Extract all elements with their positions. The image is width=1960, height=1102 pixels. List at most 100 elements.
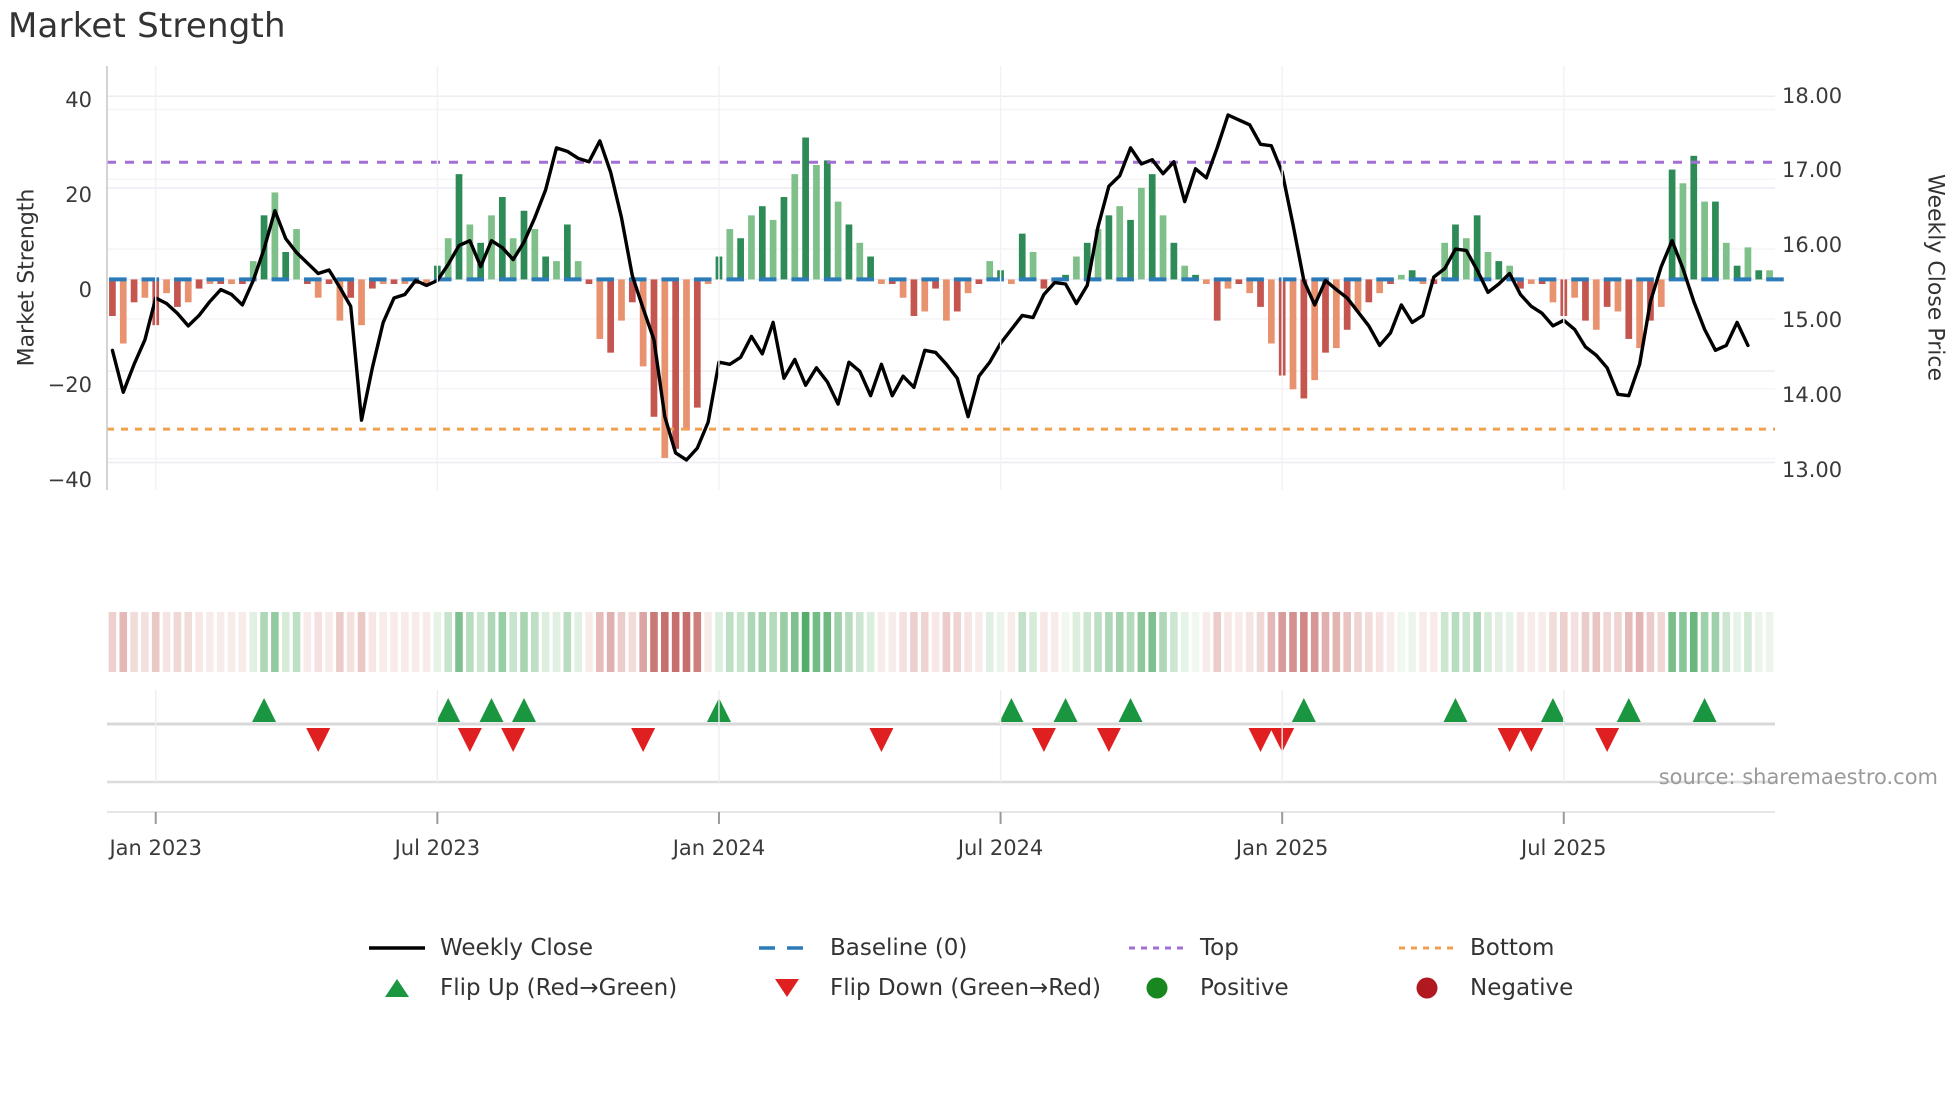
flip-down-marker[interactable] (1595, 728, 1620, 752)
flip-up-marker[interactable] (1118, 698, 1143, 722)
triangle-up-icon (360, 976, 434, 1000)
heatmap-cell (1581, 612, 1590, 672)
flip-down-marker[interactable] (1497, 728, 1522, 752)
strength-bar (130, 279, 138, 303)
heatmap-cell (1505, 612, 1514, 672)
heatmap-cell (411, 612, 420, 672)
flip-up-marker[interactable] (436, 698, 461, 722)
heatmap-cell (1549, 612, 1557, 672)
heatmap-cell (325, 612, 333, 672)
strength-bar (1636, 279, 1643, 349)
strength-bar (1473, 215, 1481, 280)
flip-up-marker[interactable] (512, 698, 536, 722)
flip-down-marker[interactable] (631, 728, 656, 752)
flip-up-marker[interactable] (252, 698, 277, 722)
legend-item-positive[interactable]: Positive (1120, 968, 1390, 1008)
heatmap-cell (1310, 612, 1319, 672)
legend-item-bottom[interactable]: Bottom (1390, 928, 1650, 968)
flip-down-marker[interactable] (306, 728, 331, 752)
legend-item-weekly-close[interactable]: Weekly Close (360, 928, 750, 968)
flip-down-marker[interactable] (1031, 728, 1056, 752)
strength-bar (1040, 279, 1048, 289)
heatmap-cell (1332, 612, 1341, 672)
y-tick-left-1: 20 (65, 183, 92, 207)
legend-item-negative[interactable]: Negative (1390, 968, 1650, 1008)
strength-bar (553, 261, 560, 280)
heatmap-cell (736, 612, 745, 672)
heatmap-cell (1256, 612, 1265, 672)
flip-up-marker[interactable] (1616, 698, 1641, 722)
heatmap-cell (1170, 612, 1178, 672)
strength-bar (1668, 169, 1676, 280)
legend-item-baseline[interactable]: Baseline (0) (750, 928, 1120, 968)
strength-bar (1181, 265, 1189, 280)
y-tick-right-1: 17.00 (1782, 158, 1843, 182)
heatmap-cell (1657, 612, 1666, 672)
strength-bar (1289, 279, 1297, 390)
strength-bar (1387, 279, 1394, 284)
strength-bar (1603, 279, 1611, 307)
strength-bar (1235, 279, 1243, 284)
strength-bar (1094, 229, 1102, 280)
strength-bar (314, 279, 322, 298)
flip-down-marker[interactable] (457, 728, 482, 752)
flip-up-marker[interactable] (1053, 698, 1078, 722)
flip-up-marker[interactable] (1443, 698, 1468, 722)
legend-item-top[interactable]: Top (1120, 928, 1390, 968)
strength-bar (867, 256, 874, 280)
heatmap-cell (1408, 612, 1416, 672)
heatmap-cell (1083, 612, 1092, 672)
heatmap-cell (1744, 612, 1752, 672)
strength-bar (618, 279, 625, 321)
heatmap-cell (1700, 612, 1709, 672)
flip-up-marker[interactable] (1540, 698, 1565, 722)
flip-up-marker[interactable] (1291, 698, 1316, 722)
strength-bar (1148, 174, 1156, 280)
strength-bar (109, 279, 116, 317)
flip-up-marker[interactable] (999, 698, 1024, 722)
heatmap-cell (996, 612, 1005, 672)
strength-bar (163, 279, 170, 294)
dotted-line-icon-top (1120, 940, 1194, 956)
heatmap-cell (769, 612, 777, 672)
heatmap-cell (1343, 612, 1351, 672)
flip-down-marker[interactable] (869, 728, 894, 752)
triangle-down-icon (750, 976, 824, 1000)
flip-up-marker[interactable] (479, 698, 504, 722)
strength-bar (1462, 238, 1470, 280)
strength-bar (607, 279, 615, 353)
y-tick-left-4: −40 (47, 468, 92, 492)
y-tick-left-0: 40 (65, 88, 92, 112)
strength-bar (1300, 279, 1308, 399)
legend-item-flip-down[interactable]: Flip Down (Green→Red) (750, 968, 1120, 1008)
strength-bar (563, 224, 571, 280)
strength-bar (423, 279, 430, 284)
heatmap-cell (1365, 612, 1373, 672)
strength-bar (737, 238, 744, 280)
heatmap-cell (379, 612, 387, 672)
heatmap-cell (1635, 612, 1644, 672)
flip-up-marker[interactable] (1692, 698, 1717, 722)
legend-item-flip-up[interactable]: Flip Up (Red→Green) (360, 968, 750, 1008)
heatmap-cell (1560, 612, 1568, 672)
heatmap-cell (466, 612, 474, 672)
legend-label-positive: Positive (1200, 975, 1289, 1001)
flip-down-marker[interactable] (1248, 728, 1273, 752)
heatmap-cell (574, 612, 582, 672)
y-tick-right-2: 16.00 (1782, 233, 1843, 257)
heatmap-cell (476, 612, 485, 672)
flip-down-marker[interactable] (501, 728, 526, 752)
heatmap-cell (931, 612, 940, 672)
legend-label-top: Top (1200, 935, 1239, 961)
strength-bar (1441, 242, 1449, 280)
strength-bar (704, 279, 712, 284)
heatmap-cell (790, 612, 799, 672)
strength-bar (358, 279, 365, 326)
strength-bar (1527, 279, 1535, 284)
strength-bar (1517, 279, 1524, 289)
flip-down-marker[interactable] (1519, 728, 1544, 752)
flip-down-marker[interactable] (1096, 728, 1121, 752)
heatmap-cell (1159, 612, 1167, 672)
flip-markers (107, 698, 1775, 813)
heatmap-cell (1451, 612, 1460, 672)
